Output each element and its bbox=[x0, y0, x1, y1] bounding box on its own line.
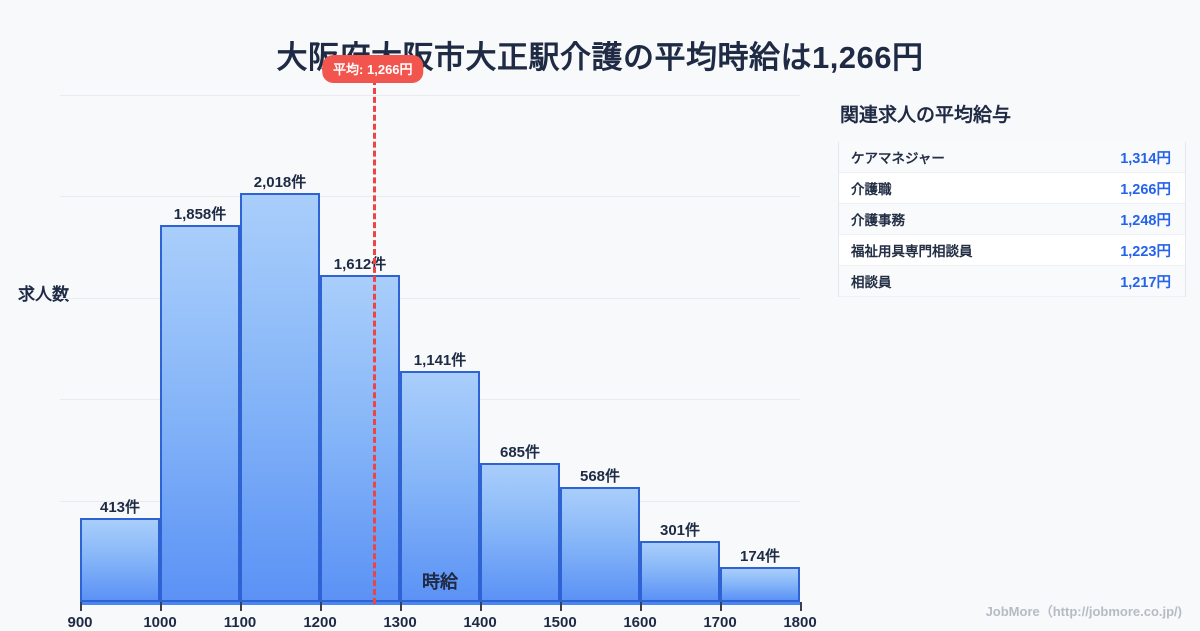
x-axis-tick-label: 1000 bbox=[143, 614, 177, 631]
salary-table-row[interactable]: 介護職 1,266円 bbox=[839, 173, 1185, 204]
x-axis-tick-label: 1800 bbox=[783, 614, 817, 631]
x-axis-tick-label: 900 bbox=[67, 614, 93, 631]
salary-amount: 1,266円 bbox=[1120, 181, 1171, 198]
bar-value-label: 1,141件 bbox=[413, 351, 467, 369]
x-axis-tick bbox=[240, 602, 242, 611]
related-salary-panel: 関連求人の平均給与 ケアマネジャー 1,314円介護職 1,266円介護事務 1,24… bbox=[838, 100, 1186, 297]
bar-value-label: 568件 bbox=[579, 467, 621, 485]
x-axis-tick-label: 1400 bbox=[463, 614, 497, 631]
histogram-bar[interactable] bbox=[320, 275, 400, 602]
histogram-bar[interactable] bbox=[160, 225, 240, 602]
x-axis-tick bbox=[80, 602, 82, 611]
average-line bbox=[372, 79, 376, 604]
x-axis-tick bbox=[400, 602, 402, 611]
x-axis-tick-label: 1200 bbox=[303, 614, 337, 631]
x-axis-tick-label: 1600 bbox=[623, 614, 657, 631]
average-badge: 平均: 1,266円 bbox=[322, 55, 424, 83]
x-axis-tick bbox=[720, 602, 722, 611]
salary-amount: 1,223円 bbox=[1120, 243, 1171, 260]
histogram-bar[interactable] bbox=[560, 486, 640, 602]
histogram-bar[interactable] bbox=[240, 192, 320, 602]
bar-value-label: 301件 bbox=[659, 521, 701, 539]
bar-value-label: 174件 bbox=[739, 547, 781, 565]
x-axis-tick-label: 1700 bbox=[703, 614, 737, 631]
bar-value-label: 1,612件 bbox=[333, 256, 387, 274]
x-axis-tick-label: 1500 bbox=[543, 614, 577, 631]
salary-amount: 1,217円 bbox=[1120, 274, 1171, 291]
histogram-bar[interactable] bbox=[640, 540, 720, 602]
x-axis-tick bbox=[160, 602, 162, 611]
plot-area: 413件 1,858件 2,018件 1,612件 1,141件 685件 568件 301件… bbox=[60, 55, 817, 631]
x-axis-title: 時給 bbox=[422, 572, 458, 592]
page-title: 大阪府大阪市大正駅介護の平均時給は1,266円 bbox=[276, 40, 924, 75]
related-salary-title: 関連求人の平均給与 bbox=[840, 105, 1012, 126]
x-axis-tick-label: 1100 bbox=[223, 614, 257, 631]
salary-amount: 1,248円 bbox=[1120, 212, 1171, 229]
x-axis-tick bbox=[800, 602, 802, 611]
bar-value-label: 2,018件 bbox=[253, 173, 307, 191]
salary-table-row[interactable]: 相談員 1,217円 bbox=[839, 266, 1185, 297]
x-axis-line bbox=[80, 602, 801, 605]
bar-value-label: 685件 bbox=[499, 444, 541, 462]
histogram-bar[interactable] bbox=[480, 463, 560, 602]
histogram-bar[interactable] bbox=[80, 518, 160, 602]
salary-job-name: 介護事務 bbox=[851, 213, 905, 228]
histogram-chart: 求人数 413件 1,858件 2,018件 1,612件 1,141件 685件 568件… bbox=[0, 55, 820, 631]
histogram-bar[interactable] bbox=[400, 370, 480, 602]
salary-table-row[interactable]: ケアマネジャー 1,314円 bbox=[839, 142, 1185, 173]
gridline bbox=[60, 297, 800, 299]
x-axis-tick-label: 1300 bbox=[383, 614, 417, 631]
x-axis-tick bbox=[560, 602, 562, 611]
salary-job-name: 福祉用具専門相談員 bbox=[851, 244, 973, 259]
y-axis-title: 求人数 bbox=[18, 285, 69, 304]
x-axis-tick bbox=[480, 602, 482, 611]
bar-value-label: 1,858件 bbox=[173, 206, 227, 224]
related-salary-table: ケアマネジャー 1,314円介護職 1,266円介護事務 1,248円福祉用具専門相談… bbox=[838, 142, 1186, 297]
x-axis-tick bbox=[640, 602, 642, 611]
x-axis-tick bbox=[320, 602, 322, 611]
histogram-bar[interactable] bbox=[720, 566, 800, 602]
gridline bbox=[60, 95, 800, 96]
salary-table-row[interactable]: 福祉用具専門相談員 1,223円 bbox=[839, 235, 1185, 266]
gridline bbox=[60, 196, 800, 198]
bar-value-label: 413件 bbox=[99, 499, 141, 517]
salary-amount: 1,314円 bbox=[1120, 150, 1171, 167]
salary-table-row[interactable]: 介護事務 1,248円 bbox=[839, 204, 1185, 235]
salary-job-name: 介護職 bbox=[851, 182, 892, 197]
footer-attribution: JobMore（http://jobmore.co.jp/) bbox=[985, 604, 1182, 619]
salary-job-name: 相談員 bbox=[851, 275, 892, 290]
salary-job-name: ケアマネジャー bbox=[851, 151, 945, 166]
